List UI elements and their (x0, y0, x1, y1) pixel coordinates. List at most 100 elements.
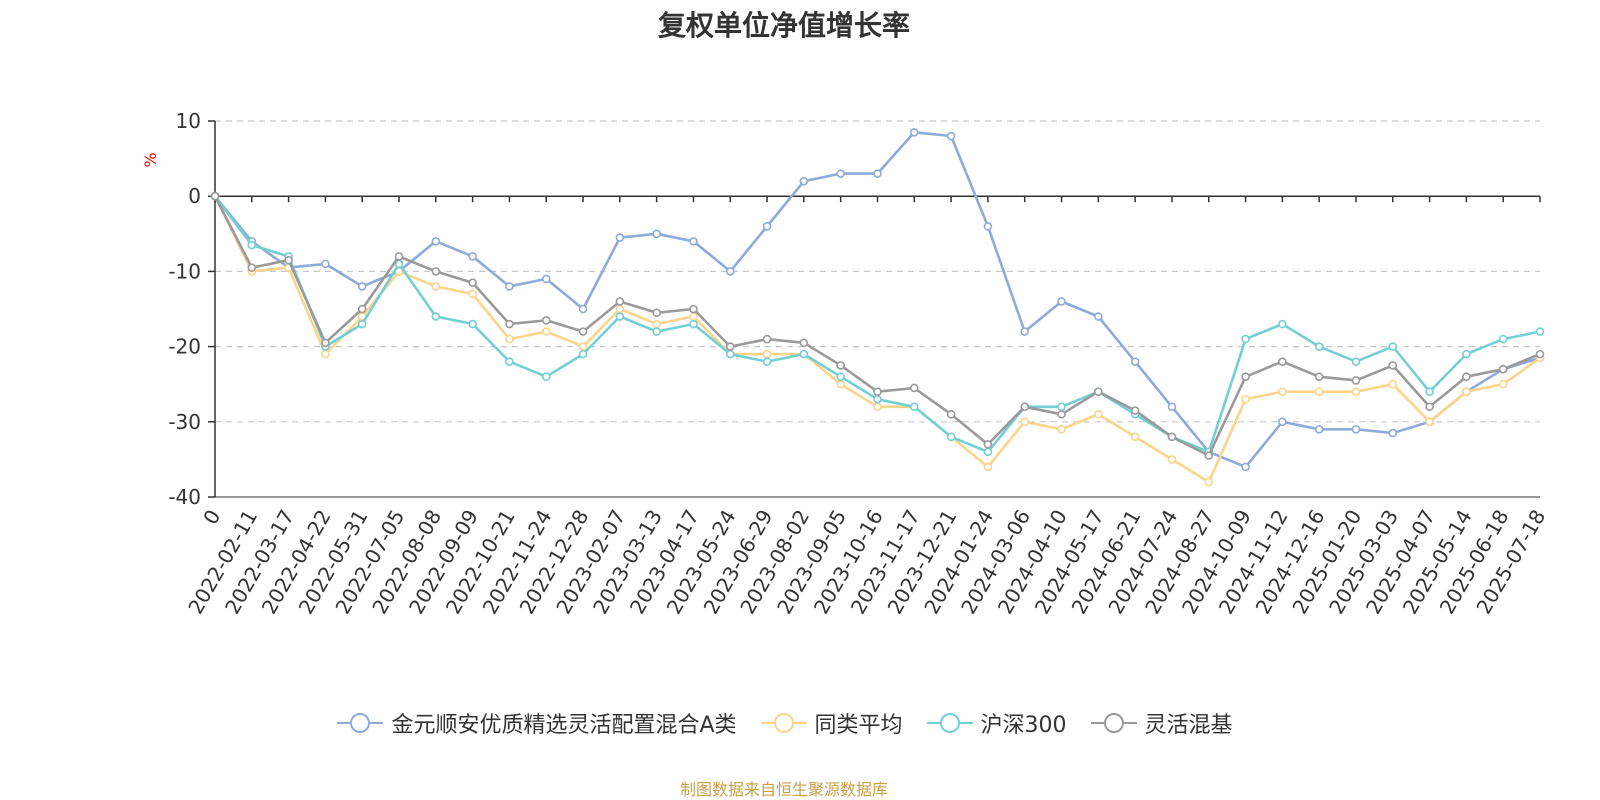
data-point (762, 334, 772, 344)
data-point (321, 259, 330, 269)
legend-swatch-icon (760, 713, 807, 733)
data-point (873, 387, 882, 397)
legend-item-4[interactable]: 灵活混基 (1089, 707, 1233, 739)
data-point (983, 462, 993, 472)
chart-title: 复权单位净值增长率 (657, 9, 910, 42)
y-tick-label: 10 (176, 109, 201, 133)
data-point (541, 315, 551, 325)
data-point (1057, 409, 1066, 419)
legend-swatch-icon (926, 713, 973, 733)
data-point (1314, 425, 1324, 434)
data-point (1057, 297, 1066, 306)
data-point (689, 237, 698, 246)
legend-item-1[interactable]: 金元顺安优质精选灵活配置混合A类 (335, 707, 737, 739)
data-point (762, 357, 772, 366)
data-point (836, 379, 845, 389)
axes: 100-10-20-30-4002022-02-112022-03-172022… (168, 109, 1550, 618)
data-point (1462, 372, 1471, 381)
data-point (725, 342, 735, 351)
data-point (1314, 372, 1324, 381)
data-point (357, 319, 367, 329)
legend-item-3[interactable]: 沪深300 (925, 707, 1067, 739)
data-point (578, 304, 588, 314)
data-point (1425, 387, 1434, 397)
data-point (946, 131, 956, 141)
data-point (652, 308, 661, 318)
data-point (394, 252, 404, 261)
data-point (505, 319, 514, 329)
legend-label: 同类平均 (814, 713, 903, 738)
data-point (946, 432, 956, 442)
data-point (615, 312, 625, 321)
data-point (910, 383, 919, 393)
data-point (873, 169, 882, 178)
data-point (1498, 334, 1508, 344)
data-point (836, 372, 845, 381)
data-point (725, 267, 735, 276)
data-point (1462, 387, 1471, 397)
data-point (468, 252, 477, 261)
legend: 金元顺安优质精选灵活配置混合A类 同类平均 沪深300 灵活混基 (0, 707, 1568, 739)
data-point (762, 349, 772, 359)
data-point (247, 263, 257, 272)
legend-label: 金元顺安优质精选灵活配置混合A类 (391, 713, 737, 738)
data-point (873, 394, 882, 404)
data-point (1498, 364, 1508, 374)
data-point (1388, 379, 1398, 389)
data-point (1351, 425, 1361, 434)
data-point (1241, 334, 1250, 344)
legend-label: 沪深300 (980, 713, 1067, 738)
y-tick-label: -40 (168, 485, 201, 509)
data-point (468, 278, 477, 287)
data-point (689, 304, 698, 314)
data-point (1130, 432, 1140, 442)
legend-item-2[interactable]: 同类平均 (759, 707, 903, 739)
data-point (541, 372, 551, 381)
data-point (431, 237, 441, 246)
y-tick-label: 0 (188, 184, 201, 208)
data-point (210, 191, 220, 201)
data-point (615, 297, 625, 306)
data-point (983, 440, 993, 449)
data-point (1241, 462, 1250, 472)
data-point (1057, 425, 1066, 434)
data-point (1351, 376, 1361, 385)
data-point (541, 327, 551, 336)
data-point (321, 349, 330, 359)
legend-label: 灵活混基 (1144, 713, 1233, 738)
series-line-3 (213, 195, 1541, 454)
data-point (873, 402, 882, 412)
data-point (1535, 349, 1545, 359)
y-tick-label: -30 (168, 410, 201, 434)
data-point (1167, 402, 1177, 412)
series-line-1 (213, 131, 1541, 469)
data-point (1241, 394, 1250, 404)
data-point (983, 447, 993, 457)
data-point (689, 312, 698, 321)
data-point (505, 357, 514, 366)
data-point (505, 282, 514, 291)
data-point (247, 240, 257, 250)
data-point (652, 229, 661, 239)
data-point (799, 176, 809, 186)
data-point (1204, 477, 1214, 487)
data-point (1020, 327, 1030, 336)
data-point (1278, 357, 1287, 366)
data-point (1094, 312, 1103, 321)
y-tick-label: -10 (168, 259, 201, 283)
data-point (983, 221, 993, 231)
data-point (1351, 387, 1361, 397)
y-axis-unit-label: % (141, 152, 160, 167)
data-point (1241, 372, 1250, 381)
data-point (1425, 417, 1434, 427)
data-point (615, 233, 625, 242)
legend-swatch-icon (1090, 713, 1137, 733)
data-point (836, 169, 845, 178)
data-point (431, 282, 441, 291)
data-point (910, 402, 919, 412)
data-point (1167, 432, 1177, 442)
data-point (1314, 387, 1324, 397)
data-point (468, 289, 477, 299)
data-point (431, 312, 441, 321)
data-point (1020, 402, 1030, 412)
